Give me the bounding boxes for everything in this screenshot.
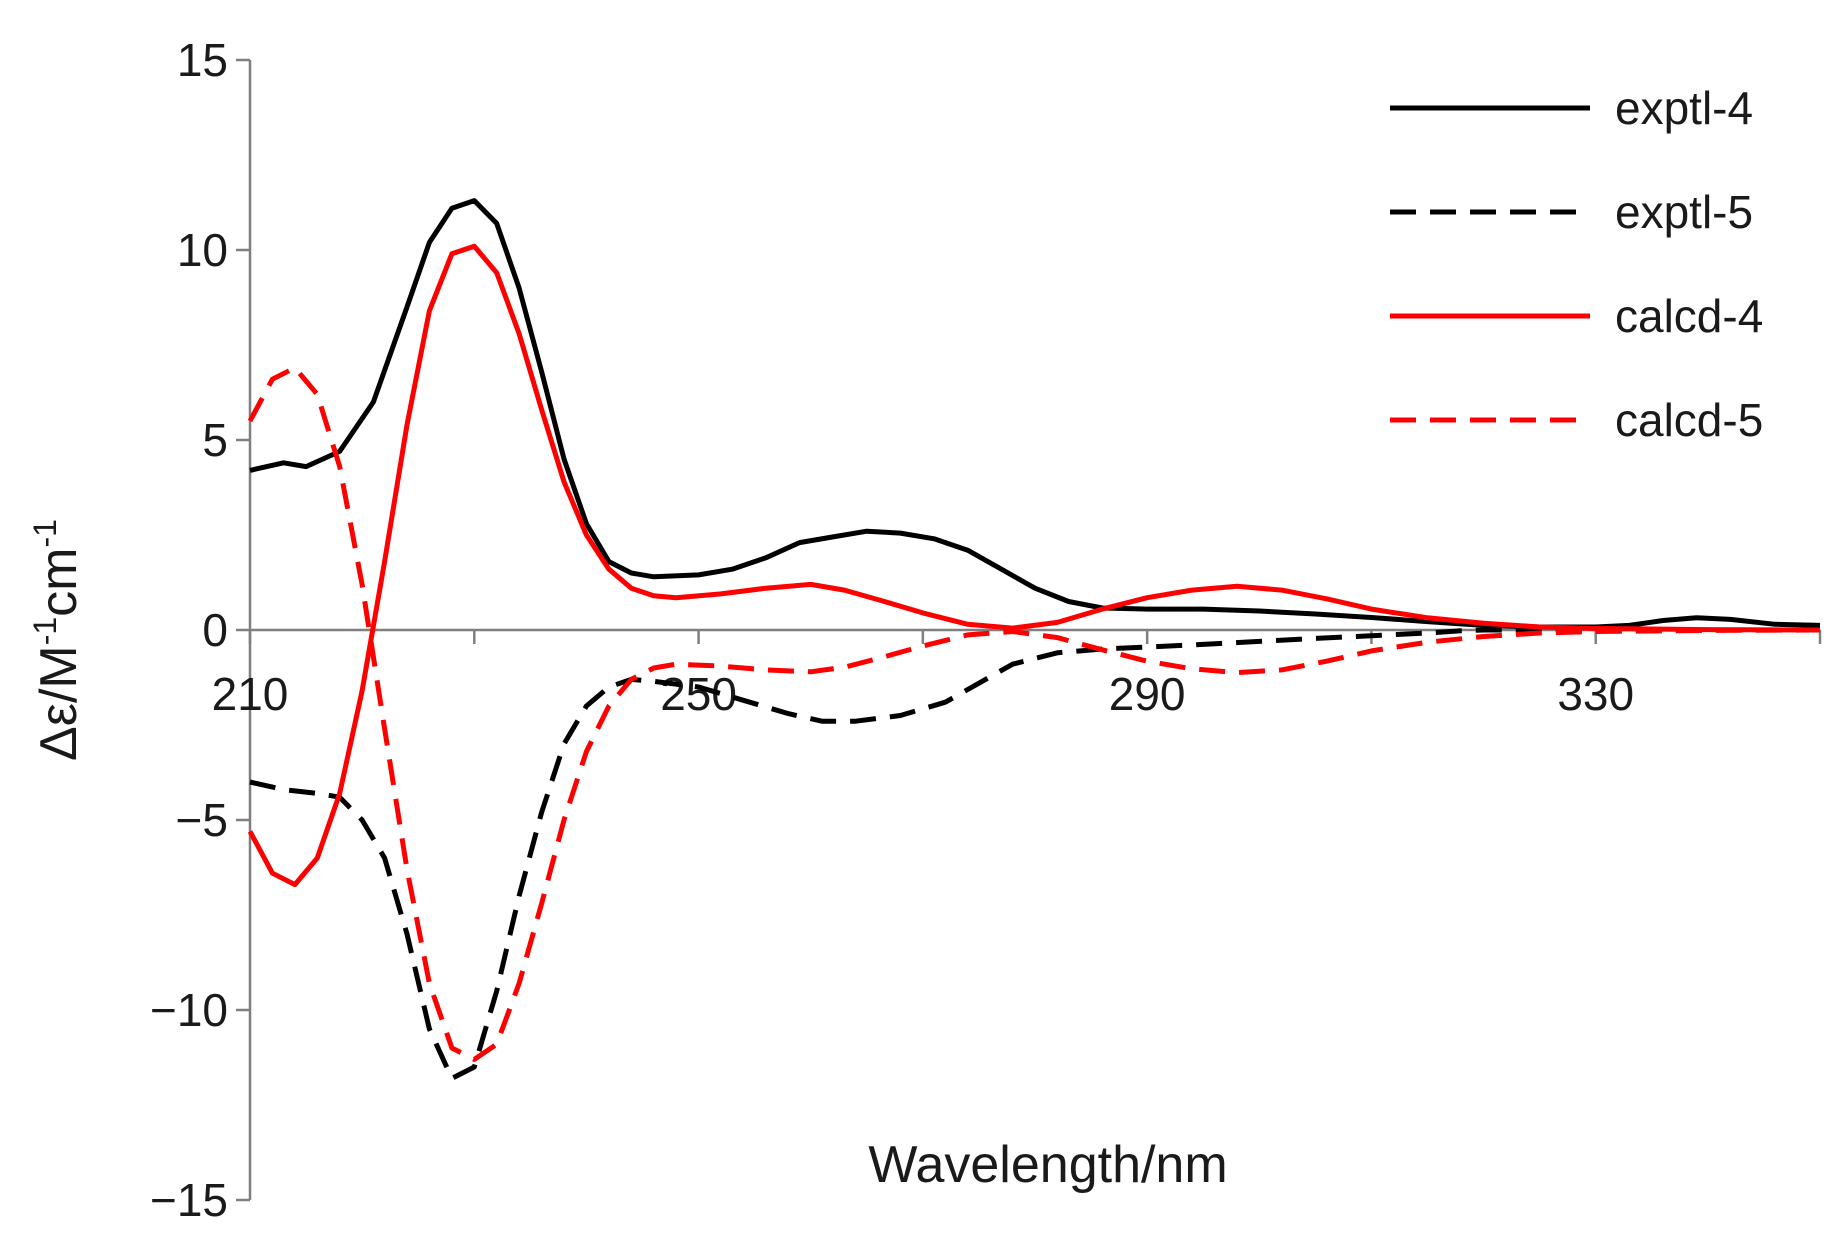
x-tick-label: 210: [212, 668, 289, 720]
y-tick-label: 15: [177, 34, 228, 86]
legend: exptl-4 exptl-5 calcd-4 calcd-5: [1390, 82, 1763, 446]
y-axis-title-sup2: -1: [27, 519, 63, 547]
series-group: [247, 198, 1821, 1081]
y-axis-title-mid: cm: [30, 547, 88, 616]
series-line-calcd-5: [247, 365, 1821, 1062]
y-axis-title-sup1: -1: [27, 617, 63, 645]
x-axis-title: Wavelength/nm: [868, 1136, 1227, 1194]
axes: 15 10 5 0 −5 −10 −15 210 250 290 330: [150, 34, 1822, 1226]
series-line-exptl-5: [249, 627, 1820, 1081]
legend-label-calcd-5: calcd-5: [1615, 394, 1763, 446]
y-tick-label: −5: [176, 794, 228, 846]
y-tick-label: 5: [202, 414, 228, 466]
y-axis-title-main: Δε/M: [30, 645, 88, 761]
legend-label-exptl-4: exptl-4: [1615, 82, 1753, 134]
series-line-calcd-4: [247, 243, 1821, 888]
y-axis-title: Δε/M-1cm-1: [27, 519, 88, 761]
x-tick-label: 290: [1109, 668, 1186, 720]
legend-label-exptl-5: exptl-5: [1615, 186, 1753, 238]
y-tick-label: 10: [177, 224, 228, 276]
y-tick-label: −15: [150, 1174, 228, 1226]
x-axis-ticks: 210 250 290 330: [212, 630, 1822, 720]
y-axis-ticks: 15 10 5 0 −5 −10 −15: [150, 34, 250, 1226]
x-tick-label: 250: [660, 668, 737, 720]
y-tick-label: −10: [150, 984, 228, 1036]
y-tick-label: 0: [202, 604, 228, 656]
legend-label-calcd-4: calcd-4: [1615, 290, 1763, 342]
x-tick-label: 330: [1557, 668, 1634, 720]
